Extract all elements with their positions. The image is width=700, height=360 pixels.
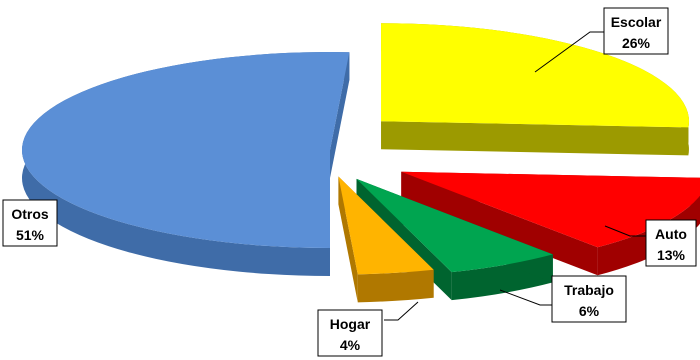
label-trabajo-value: 6% — [579, 303, 600, 319]
slice-auto — [401, 171, 700, 248]
data-label-otros: Otros 51% — [2, 199, 58, 247]
label-escolar-name: Escolar — [611, 14, 662, 30]
label-otros-value: 51% — [16, 227, 45, 243]
label-auto-name: Auto — [655, 226, 687, 242]
data-label-hogar: Hogar 4% — [317, 309, 383, 357]
leader-lines — [384, 31, 646, 321]
slice-edge-escolar-1 — [381, 121, 689, 156]
label-otros-name: Otros — [11, 206, 49, 222]
label-trabajo-name: Trabajo — [564, 282, 614, 298]
slice-hogar — [338, 176, 434, 275]
slice-escolar — [381, 23, 690, 128]
label-escolar-value: 26% — [622, 35, 651, 51]
data-label-auto: Auto 13% — [645, 219, 697, 267]
label-auto-value: 13% — [657, 247, 686, 263]
data-label-trabajo: Trabajo 6% — [551, 275, 627, 323]
data-label-escolar: Escolar 26% — [603, 7, 669, 55]
slice-edge-hogar-1 — [338, 176, 358, 303]
slice-trabajo — [356, 178, 553, 273]
slice-otros — [21, 51, 350, 248]
leader-trabajo — [499, 289, 552, 306]
leader-auto — [604, 225, 646, 237]
slice-tops — [21, 23, 700, 275]
leader-escolar — [534, 31, 604, 73]
label-hogar-value: 4% — [340, 337, 361, 353]
slice-edge-otros-1 — [330, 52, 350, 178]
label-hogar-name: Hogar — [330, 316, 371, 332]
leader-hogar — [384, 301, 419, 321]
slice-edge-auto-1 — [401, 171, 598, 276]
